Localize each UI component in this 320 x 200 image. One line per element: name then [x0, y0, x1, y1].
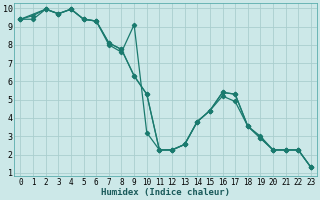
X-axis label: Humidex (Indice chaleur): Humidex (Indice chaleur) [101, 188, 230, 197]
